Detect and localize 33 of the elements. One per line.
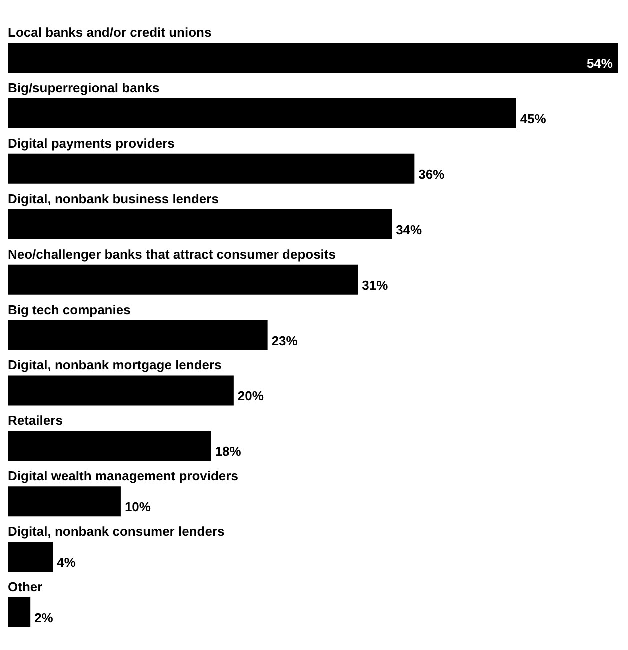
data-label: 4% xyxy=(57,555,76,570)
bar xyxy=(8,431,212,462)
bar xyxy=(8,598,31,628)
y-tick-label: Digital payments providers xyxy=(8,136,175,151)
y-tick-label: Digital, nonbank consumer lenders xyxy=(8,524,225,540)
y-tick-label: Local banks and/or credit unions xyxy=(8,25,212,40)
y-tick-label: Neo/challenger banks that attract consumer deposits xyxy=(8,246,336,262)
y-tick-label: Big/superregional banks xyxy=(8,80,160,96)
y-tick-label: Retailers xyxy=(8,413,63,428)
bar xyxy=(8,320,268,350)
bar xyxy=(8,98,516,128)
bar xyxy=(8,264,358,295)
y-tick-label: Digital, nonbank mortgage lenders xyxy=(8,358,222,373)
data-label: 45% xyxy=(520,111,547,126)
bar xyxy=(8,154,415,184)
data-label: 20% xyxy=(238,388,264,404)
bar xyxy=(8,486,121,517)
y-tick-label: Digital, nonbank business lenders xyxy=(8,191,219,206)
bar xyxy=(8,209,392,240)
data-label: 36% xyxy=(418,166,446,182)
data-label: 18% xyxy=(215,444,242,460)
data-label: 23% xyxy=(272,333,298,348)
data-label: 31% xyxy=(362,278,389,293)
y-tick-label: Other xyxy=(8,580,43,595)
bar xyxy=(8,542,54,572)
bar xyxy=(8,376,234,406)
data-label: 10% xyxy=(124,500,152,515)
data-label: 54% xyxy=(586,56,614,71)
y-tick-label: Digital wealth management providers xyxy=(8,468,238,484)
bar xyxy=(8,43,618,73)
y-tick-label: Big tech companies xyxy=(8,302,131,318)
data-label: 2% xyxy=(34,610,54,626)
data-label: 34% xyxy=(396,222,423,238)
